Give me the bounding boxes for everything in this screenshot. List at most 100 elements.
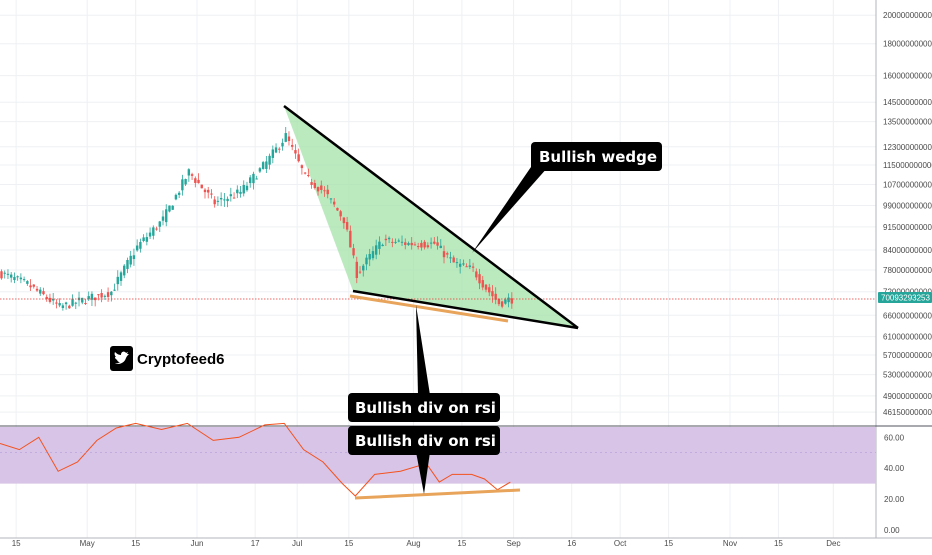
div-callout-top: Bullish div on rsi — [348, 393, 500, 422]
rsi-tick-label: 20.00 — [884, 495, 905, 504]
candle-body — [236, 189, 239, 194]
rsi-tick-label: 60.00 — [884, 433, 905, 442]
div-pointer-down — [416, 452, 430, 494]
rsi-tick-label: 40.00 — [884, 464, 905, 473]
div-pointer-up — [416, 305, 430, 395]
x-tick-label: Oct — [614, 539, 627, 548]
candle-body — [316, 187, 320, 192]
y-tick-label: 91500000000 — [883, 223, 932, 232]
candle-body — [74, 302, 77, 304]
candle-body — [500, 301, 504, 307]
candle-body — [429, 242, 433, 244]
candle-body — [339, 211, 342, 217]
candle-body — [297, 154, 300, 162]
candle-body — [368, 254, 371, 260]
div-text-top: Bullish div on rsi — [355, 399, 496, 417]
candle-body — [323, 190, 326, 192]
candle-body — [26, 281, 29, 284]
y-tick-label: 160000000000 — [883, 72, 932, 81]
candle-body — [481, 280, 484, 288]
y-tick-label: 107000000000 — [883, 180, 932, 189]
div-callout-bottom: Bullish div on rsi — [348, 426, 500, 455]
candle-body — [55, 302, 58, 304]
candle-body — [13, 277, 16, 281]
candle-body — [249, 177, 252, 184]
candle-body — [439, 245, 442, 249]
candle-body — [255, 178, 258, 180]
candle-body — [342, 217, 346, 224]
bullish-wedge-callout: Bullish wedge — [531, 142, 662, 171]
candle-body — [103, 295, 107, 297]
candle-body — [16, 276, 19, 278]
candle-body — [391, 241, 394, 243]
candle-body — [32, 284, 35, 287]
candle-body — [458, 263, 462, 267]
x-tick-label: 15 — [12, 539, 21, 548]
candle-body — [216, 200, 220, 202]
candle-body — [471, 266, 475, 268]
candle-body — [174, 194, 178, 200]
wedge-callout-pointer — [472, 167, 548, 253]
y-tick-label: 78000000000 — [883, 266, 932, 275]
candle-body — [245, 185, 249, 191]
candle-body — [413, 244, 417, 246]
candle-body — [426, 245, 430, 248]
candle-body — [207, 189, 210, 193]
candle-body — [168, 205, 171, 212]
candle-body — [313, 183, 317, 189]
y-axis: 200000000000 180000000000 160000000000 1450… — [883, 11, 932, 535]
candle-body — [129, 255, 132, 265]
candle-body — [190, 174, 194, 176]
candle-body — [184, 179, 187, 185]
candle-body — [48, 297, 52, 302]
candle-body — [258, 168, 262, 172]
candle-body — [106, 292, 110, 297]
candle-body — [42, 291, 45, 295]
candle-body — [278, 148, 281, 150]
candle-body — [3, 272, 6, 274]
candle-body — [148, 232, 152, 237]
x-tick-label: Nov — [723, 539, 737, 548]
candle-body — [135, 245, 139, 251]
candle-body — [181, 179, 184, 191]
candle-body — [465, 266, 468, 268]
candle-body — [100, 292, 103, 298]
y-tick-label: 145000000000 — [883, 98, 932, 107]
y-tick-label: 46150000000 — [883, 408, 932, 417]
candle-body — [187, 169, 191, 176]
price-divergence-line — [349, 294, 509, 323]
candle-body — [210, 193, 213, 195]
candle-body — [6, 273, 10, 275]
candle-body — [433, 241, 436, 244]
candle-body — [488, 287, 491, 293]
candle-body — [165, 209, 168, 223]
candle-body — [332, 201, 336, 205]
y-tick-label: 135000000000 — [883, 118, 932, 127]
x-tick-label: 15 — [344, 539, 353, 548]
candle-body — [97, 294, 100, 296]
candle-body — [310, 182, 313, 185]
candle-body — [329, 198, 333, 200]
candle-body — [436, 242, 439, 246]
candle-body — [442, 251, 446, 258]
candle-body — [446, 253, 449, 255]
candle-body — [384, 238, 388, 241]
candle-body — [387, 237, 391, 240]
x-tick-label: May — [80, 539, 95, 548]
bullish-wedge-text: Bullish wedge — [539, 148, 657, 166]
rsi-tick-label: 0.00 — [884, 526, 900, 535]
candle-body — [355, 261, 358, 278]
candle-body — [123, 265, 126, 276]
candle-body — [271, 149, 275, 158]
candle-body — [64, 302, 68, 305]
candle-body — [484, 284, 488, 290]
div-text-bottom: Bullish div on rsi — [355, 432, 496, 450]
candle-body — [0, 271, 3, 279]
x-tick-label: 15 — [774, 539, 783, 548]
candle-body — [51, 298, 55, 301]
candle-body — [381, 244, 384, 247]
candle-body — [352, 248, 355, 256]
candle-body — [287, 136, 291, 142]
